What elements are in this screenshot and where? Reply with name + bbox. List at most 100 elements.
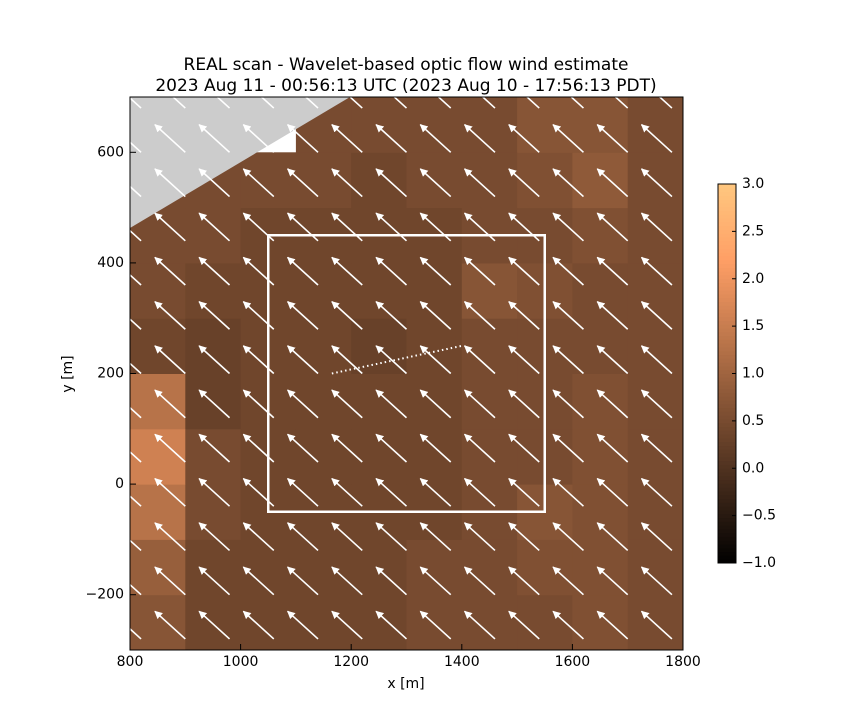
colorbar-swatch (718, 312, 736, 318)
colorbar-swatch (718, 191, 736, 196)
colorbar-swatch (718, 407, 736, 412)
heat-cell (406, 428, 463, 485)
heat-cell (185, 428, 242, 485)
colorbar-swatch (718, 525, 736, 530)
colorbar-swatch (718, 271, 736, 276)
wind-arrow (508, 433, 540, 463)
wind-arrow (198, 566, 231, 596)
heat-cell (572, 152, 629, 209)
wind-arrow (331, 522, 363, 552)
colorbar-swatch (718, 210, 736, 215)
wind-arrow (287, 124, 319, 153)
wind-arrow (508, 566, 540, 596)
wind-arrow (154, 477, 186, 507)
wind-arrow (463, 433, 496, 463)
wind-arrow (304, 97, 319, 109)
heat-cell (295, 262, 352, 319)
heat-cell (406, 594, 463, 650)
heat-cell (240, 152, 297, 209)
heat-cell (627, 428, 683, 485)
wind-arrow (154, 389, 186, 419)
wind-arrow (419, 522, 452, 552)
wind-arrow (375, 522, 408, 552)
wind-arrow (331, 256, 363, 286)
colorbar-swatch (718, 437, 736, 443)
heat-cell (185, 539, 242, 596)
heat-cell (406, 97, 463, 153)
colorbar-swatch (718, 475, 736, 481)
wind-arrow (287, 345, 319, 375)
wind-arrow (331, 566, 363, 596)
heat-cell (572, 262, 629, 319)
heat-cell (185, 373, 242, 430)
colorbar-swatch (718, 199, 736, 204)
wind-arrow (130, 185, 142, 198)
wind-arrow (242, 124, 275, 153)
colorbar-swatch (718, 551, 736, 556)
wind-arrow (130, 450, 142, 463)
heat-cell (130, 594, 186, 650)
heat-cell (517, 594, 573, 650)
wind-arrow (375, 566, 408, 596)
wind-arrow (331, 389, 363, 419)
wind-arrow (552, 212, 584, 242)
colorbar-swatch (718, 293, 736, 299)
colorbar-swatch (718, 202, 736, 208)
heat-cell (627, 484, 683, 540)
wind-arrow (287, 168, 319, 198)
wind-arrow (596, 610, 629, 640)
colorbar-tick-label: −0.5 (742, 508, 776, 524)
colorbar-swatch (718, 449, 736, 454)
heat-cell (406, 152, 463, 209)
colorbar-swatch (718, 233, 736, 238)
wind-arrow (552, 256, 584, 286)
heat-cell (572, 594, 629, 650)
wind-arrow (552, 124, 584, 153)
x-tick-label: 1200 (333, 654, 369, 670)
colorbar-swatch (718, 464, 736, 469)
colorbar-swatch (718, 335, 736, 340)
colorbar-swatch (718, 244, 736, 249)
colorbar-swatch (718, 506, 736, 511)
colorbar-tick-label: −1.0 (742, 555, 776, 571)
heat-cell (295, 594, 352, 650)
colorbar-swatch (718, 536, 736, 541)
heat-cell (627, 373, 683, 430)
heat-cell (351, 373, 407, 430)
colorbar-swatch (718, 430, 736, 435)
wind-arrow (463, 389, 496, 419)
colorbar-tick-label: 1.0 (742, 366, 764, 382)
colorbar-swatch (718, 252, 736, 257)
wind-arrow (463, 345, 496, 375)
wind-arrow (419, 389, 452, 419)
colorbar-swatch (718, 396, 736, 401)
wind-arrow (596, 124, 629, 153)
y-tick-label: 400 (97, 255, 124, 271)
wind-arrow (198, 433, 231, 463)
wind-arrow (552, 389, 584, 419)
colorbar-tick-label: 3.0 (742, 176, 764, 192)
wind-arrow (463, 566, 496, 596)
wind-arrow (614, 97, 629, 109)
x-tick-label: 1600 (555, 654, 591, 670)
wind-arrow (154, 345, 186, 375)
colorbar-swatch (718, 324, 736, 329)
wind-arrow (525, 97, 540, 109)
wind-arrow (640, 566, 673, 596)
x-tick-label: 800 (117, 654, 144, 670)
colorbar-swatch (718, 346, 736, 352)
colorbar-swatch (718, 547, 736, 553)
heat-cell (461, 373, 518, 430)
wind-arrow (596, 433, 629, 463)
colorbar-swatch (718, 320, 736, 325)
wind-arrow (331, 345, 363, 375)
colorbar-swatch (718, 184, 736, 189)
wind-arrow (130, 273, 142, 286)
colorbar-swatch (718, 316, 736, 321)
colorbar-swatch (718, 540, 736, 545)
colorbar-swatch (718, 426, 736, 431)
wind-arrow (596, 212, 629, 242)
wind-arrow (508, 124, 540, 153)
wind-arrow (508, 256, 540, 286)
heat-cell (351, 594, 407, 650)
